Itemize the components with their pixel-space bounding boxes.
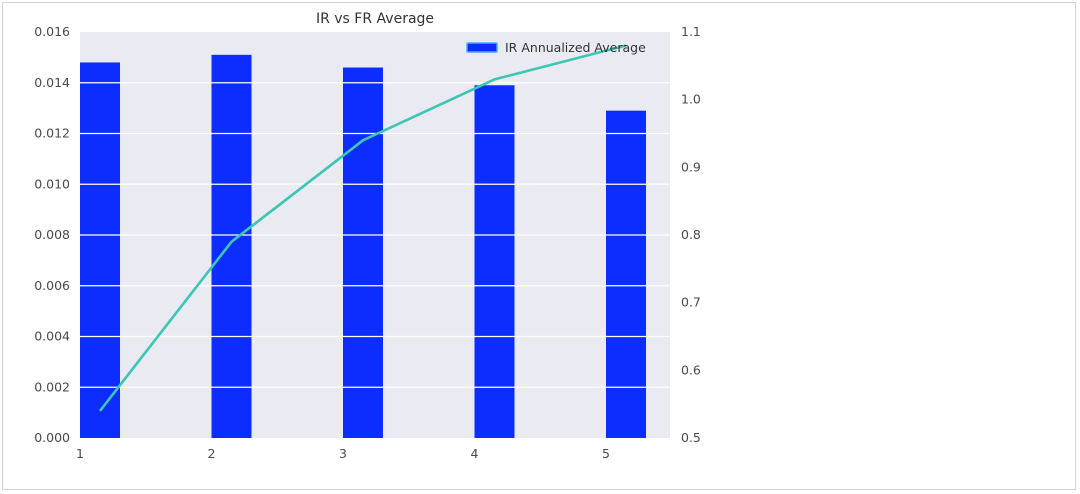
y-tick-label-left-6: 0.012 (34, 126, 70, 141)
y-axis-left: 0.000 0.002 0.004 0.006 0.008 0.010 0.012 0.014… (34, 24, 70, 445)
y-tick-label-left-4: 0.008 (34, 227, 70, 242)
y-tick-label-left-3: 0.006 (34, 278, 70, 293)
y-tick-label-right-4: 0.9 (681, 159, 701, 174)
chart-title: IR vs FR Average (316, 11, 434, 27)
y-axis-right: 0.5 0.6 0.7 0.8 0.9 1.0 1.1 (681, 24, 701, 445)
legend-swatch-bar (466, 42, 498, 53)
legend-label: IR Annualized Average (505, 40, 646, 55)
bar-1 (80, 62, 120, 438)
y-tick-label-right-0: 0.5 (681, 430, 701, 445)
x-tick-label-5: 5 (602, 446, 610, 461)
x-axis: 1 2 3 4 5 (76, 446, 610, 461)
plot-area (80, 32, 670, 439)
x-tick-label-3: 3 (339, 446, 347, 461)
y-tick-label-right-6: 1.1 (681, 24, 701, 39)
y-tick-label-left-2: 0.004 (34, 329, 70, 344)
y-tick-label-left-1: 0.002 (34, 379, 70, 394)
bar-3 (343, 67, 383, 439)
x-tick-label-2: 2 (208, 446, 216, 461)
y-tick-label-right-1: 0.6 (681, 362, 701, 377)
x-tick-label-1: 1 (76, 446, 84, 461)
legend: IR Annualized Average (466, 40, 646, 55)
y-tick-label-right-5: 1.0 (681, 92, 701, 107)
y-tick-label-left-0: 0.000 (34, 430, 70, 445)
y-tick-label-left-8: 0.016 (34, 24, 70, 39)
y-tick-label-right-2: 0.7 (681, 295, 701, 310)
y-tick-label-right-3: 0.8 (681, 227, 701, 242)
x-tick-label-4: 4 (471, 446, 479, 461)
bar-2 (211, 54, 252, 439)
bar-4 (474, 85, 515, 438)
bar-5 (606, 110, 646, 438)
y-tick-label-left-5: 0.010 (34, 176, 70, 191)
y-tick-label-left-7: 0.014 (34, 75, 70, 90)
